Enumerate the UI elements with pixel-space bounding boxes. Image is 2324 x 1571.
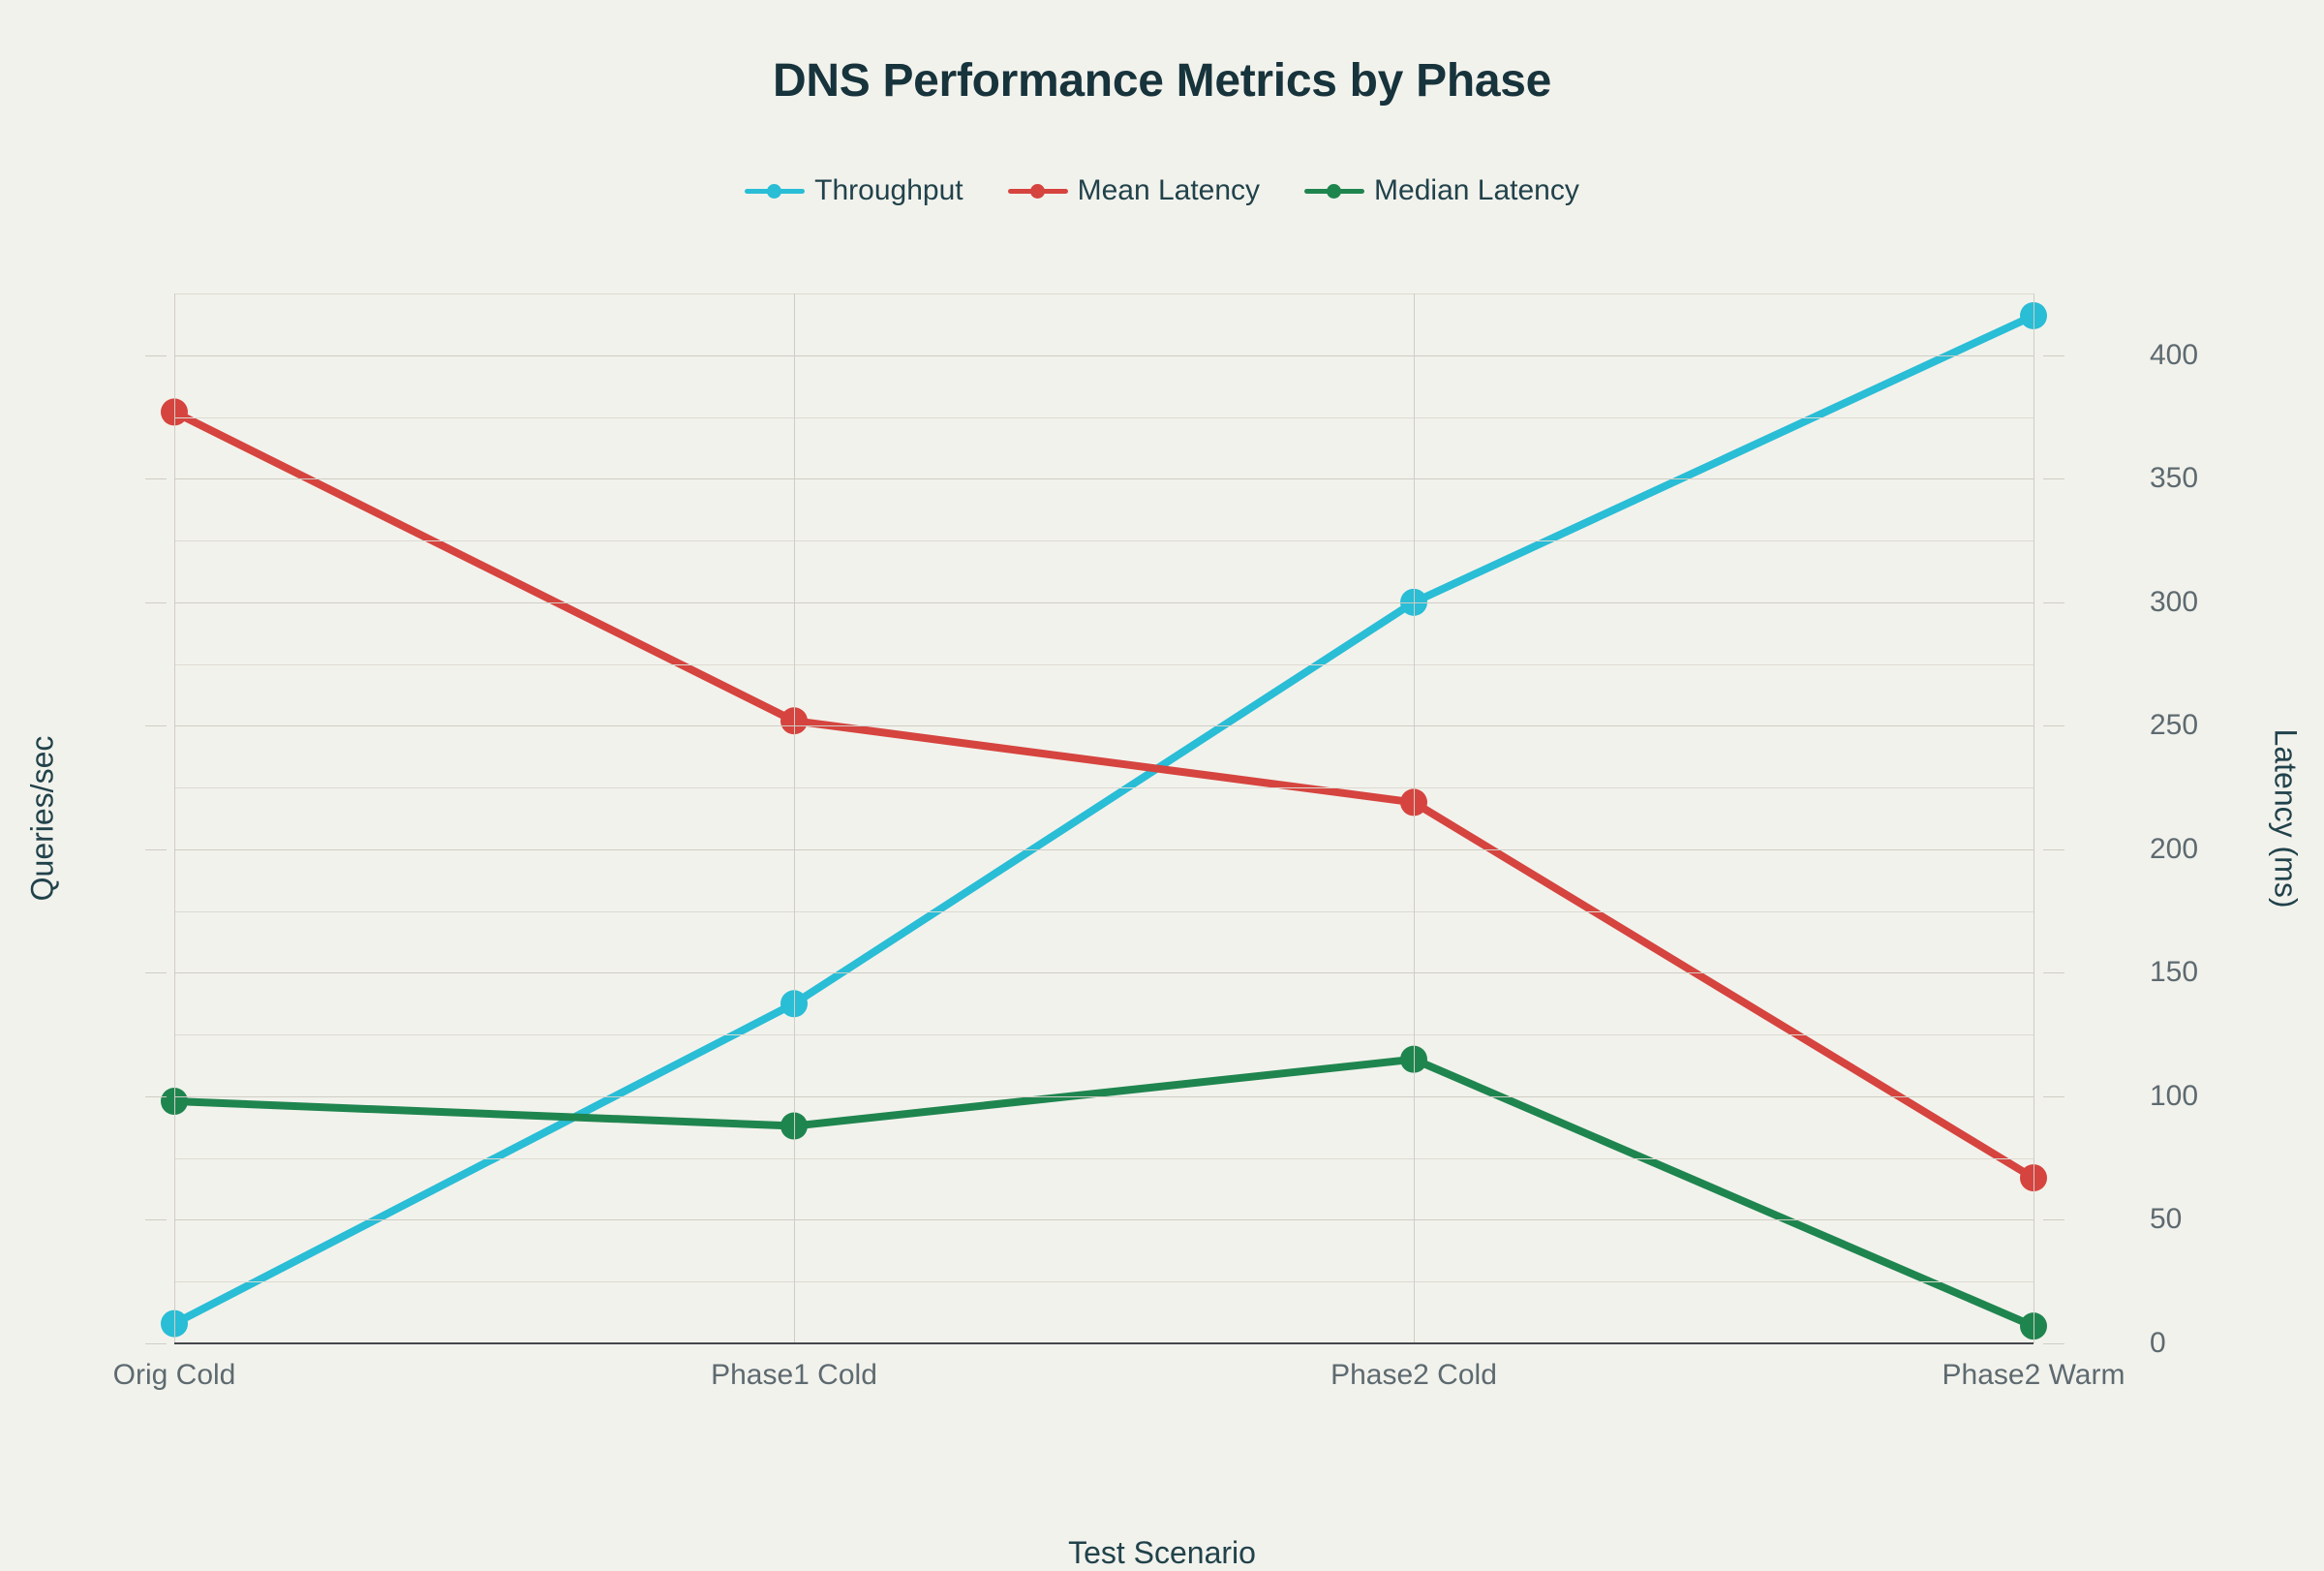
legend-label: Throughput (814, 174, 963, 206)
gridline-vertical (174, 293, 175, 1343)
gridline-horizontal (174, 848, 2034, 850)
y-axis-right-tick-label: 250 (2150, 709, 2199, 742)
y-axis-right-tick-label: 0 (2150, 1327, 2166, 1359)
y-axis-left-tick-mark (145, 725, 167, 727)
gridline-horizontal (174, 601, 2034, 603)
legend-item[interactable]: Median Latency (1304, 174, 1579, 207)
y-axis-right-tick-mark (2043, 972, 2064, 974)
y-axis-right-tick-mark (2043, 1095, 2064, 1097)
y-axis-right-title-wrap: Latency (ms) (2256, 293, 2314, 1343)
y-axis-left-tick-mark (145, 1095, 167, 1097)
x-axis-tick-label: Phase2 Warm (1942, 1359, 2125, 1391)
gridline-horizontal (174, 725, 2034, 727)
gridline-horizontal (174, 1219, 2034, 1221)
line-marker-icon (745, 180, 806, 201)
y-axis-right-tick-mark (2043, 1219, 2064, 1221)
series-line (170, 311, 2037, 1328)
gridline-horizontal (174, 910, 2034, 912)
y-axis-left-tick-mark (145, 601, 167, 603)
y-axis-left-tick-mark (145, 1219, 167, 1221)
y-axis-right-tick-label: 350 (2150, 462, 2199, 495)
y-axis-left-tick-mark (145, 972, 167, 974)
legend-item[interactable]: Mean Latency (1007, 174, 1261, 207)
y-axis-right-tick-label: 200 (2150, 832, 2199, 865)
gridline-horizontal (174, 1157, 2034, 1159)
series-throughput (161, 301, 2047, 1338)
y-axis-right-tick-label: 50 (2150, 1203, 2183, 1236)
gridline-horizontal (174, 787, 2034, 789)
y-axis-right-tick-label: 400 (2150, 338, 2199, 371)
gridline-horizontal (174, 1095, 2034, 1097)
series-layer (161, 301, 2047, 1340)
plot-area: 6007008009001000110012001300140005010015… (113, 293, 2198, 1391)
x-axis-tick-label: Phase2 Cold (1330, 1359, 1497, 1391)
y-axis-right-tick-mark (2043, 848, 2064, 850)
gridline-horizontal (174, 478, 2034, 480)
series-median-latency (161, 1045, 2047, 1340)
y-axis-left-tick-mark (145, 1343, 167, 1344)
y-axis-right-tick-mark (2043, 478, 2064, 480)
series-line (170, 408, 2037, 1183)
y-axis-right-tick-mark (2043, 601, 2064, 603)
gridline-vertical (794, 293, 795, 1343)
gridline-horizontal (174, 663, 2034, 665)
gridline-horizontal (174, 1281, 2034, 1283)
legend-item[interactable]: Throughput (745, 174, 963, 207)
y-axis-left-tick-mark (145, 354, 167, 356)
chart-legend: Throughput Mean Latency Median Latency (0, 174, 2324, 207)
line-marker-icon (1304, 180, 1365, 201)
y-axis-right-tick-label: 150 (2150, 956, 2199, 989)
y-axis-right-tick-label: 100 (2150, 1079, 2199, 1112)
gridline-vertical (1414, 293, 1415, 1343)
x-axis-title-wrap: Test Scenario (0, 1535, 2324, 1571)
gridline-horizontal (174, 972, 2034, 974)
y-axis-right-tick-label: 300 (2150, 585, 2199, 618)
y-axis-left-tick-mark (145, 478, 167, 480)
line-marker-icon (1007, 180, 1068, 201)
y-axis-right-tick-mark (2043, 354, 2064, 356)
series-line (170, 1055, 2037, 1331)
gridline-horizontal (174, 293, 2034, 294)
y-axis-right-title: Latency (ms) (2268, 728, 2304, 909)
legend-label: Mean Latency (1077, 174, 1261, 206)
y-axis-left-title-wrap: Queries/sec (14, 293, 72, 1343)
y-axis-left-title: Queries/sec (24, 735, 60, 902)
gridline-horizontal (174, 540, 2034, 542)
y-axis-left-tick-mark (145, 848, 167, 850)
y-axis-right-tick-mark (2043, 1343, 2064, 1344)
page-title: DNS Performance Metrics by Phase (772, 55, 1552, 107)
gridline-horizontal (174, 354, 2034, 356)
y-axis-right-tick-mark (2043, 725, 2064, 727)
x-axis-tick-label: Phase1 Cold (711, 1359, 877, 1391)
x-axis-tick-label: Orig Cold (112, 1359, 236, 1391)
x-axis-title: Test Scenario (1068, 1535, 1256, 1570)
series-mean-latency (161, 398, 2047, 1192)
gridline-horizontal (174, 416, 2034, 418)
x-axis-line (174, 1342, 2034, 1344)
gridline-horizontal (174, 1034, 2034, 1036)
legend-label: Median Latency (1374, 174, 1579, 206)
